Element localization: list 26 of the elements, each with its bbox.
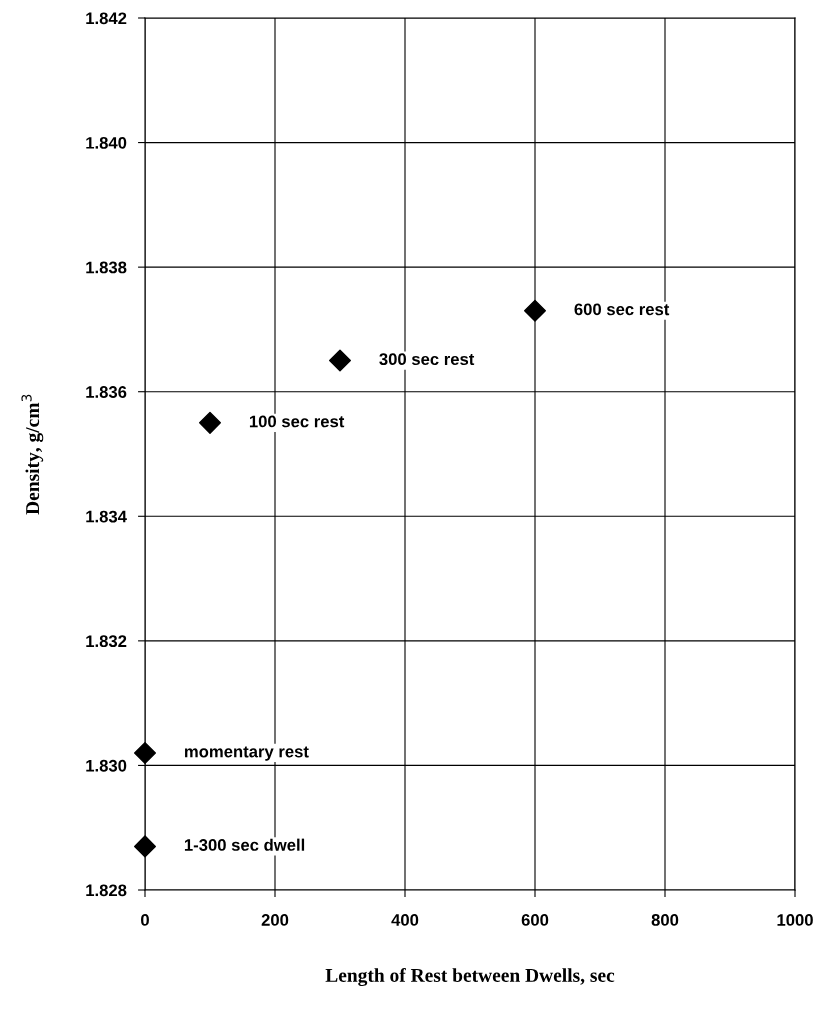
point	[329, 349, 351, 372]
point	[199, 411, 221, 434]
y-tick-label: 1.828	[86, 884, 127, 897]
x-tick-label: 200	[261, 914, 289, 926]
y-tick-label: 1.838	[86, 261, 127, 274]
annotation: 1-300 sec dwell	[184, 838, 305, 851]
y-axis-title: Density, g/cm$^{3}$	[21, 394, 44, 515]
x-tick-label: 1000	[777, 914, 813, 926]
x-tick-label: 600	[521, 914, 549, 926]
annotation: 100 sec rest	[249, 415, 345, 428]
point	[524, 299, 546, 322]
y-tick-label: 1.836	[86, 386, 127, 398]
y-tick-label: 1.840	[86, 136, 127, 149]
y-tick-label: 1.832	[86, 635, 127, 648]
y-tick-label: 1.830	[86, 759, 127, 772]
x-tick-label: 800	[651, 914, 679, 926]
annotation: 300 sec rest	[379, 353, 475, 366]
x-axis-title: Length of Rest between Dwells, sec	[325, 968, 615, 987]
annotation: 600 sec rest	[574, 303, 670, 316]
x-tick-label: 400	[391, 914, 419, 926]
point	[134, 835, 156, 858]
x-tick-label: 0	[141, 914, 149, 926]
annotation: momentary rest	[184, 746, 309, 761]
point	[134, 741, 156, 764]
y-tick-label: 1.842	[86, 12, 127, 25]
y-tick-label: 1.834	[86, 510, 127, 523]
